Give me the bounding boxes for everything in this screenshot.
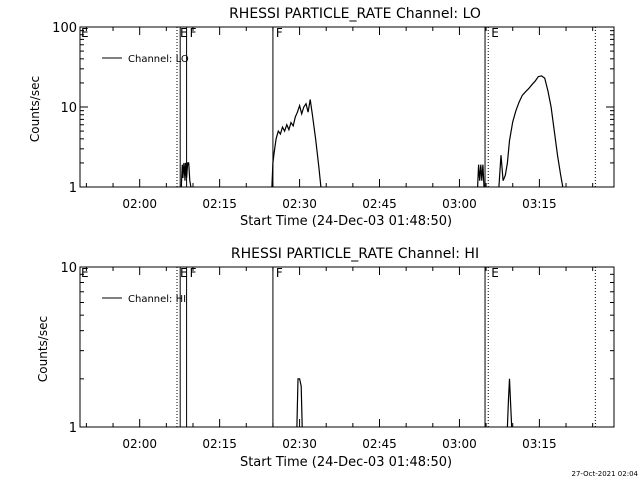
lo-channel-panel: RHESSI PARTICLE_RATE Channel: LO 02:00 02:… <box>28 6 615 229</box>
series-line <box>477 164 485 188</box>
x-tick-label: 02:45 <box>362 437 397 451</box>
series-line <box>180 162 192 188</box>
y-axis-label: Counts/sec <box>36 316 50 382</box>
marker-label: E <box>180 26 188 40</box>
x-tick-label: 02:15 <box>202 437 237 451</box>
x-tick-label: 03:00 <box>442 197 477 211</box>
marker-label: F <box>276 26 283 40</box>
series-line <box>271 99 322 188</box>
marker-label: F <box>276 266 283 280</box>
y-tick-label: 100 <box>52 21 77 36</box>
legend-label: Channel: LO <box>128 54 189 65</box>
series-line <box>506 378 513 428</box>
edge-marker-label: E <box>81 26 89 40</box>
x-tick-label: 02:00 <box>122 197 157 211</box>
chart-title: RHESSI PARTICLE_RATE Channel: HI <box>231 246 479 262</box>
marker-label: E <box>491 266 499 280</box>
y-tick-label: 10 <box>60 261 77 276</box>
chart-title: RHESSI PARTICLE_RATE Channel: LO <box>229 6 481 22</box>
marker-label: F <box>190 26 197 40</box>
x-tick-label: 03:15 <box>522 197 557 211</box>
marker-label: F <box>190 266 197 280</box>
legend-label: Channel: HI <box>128 294 186 305</box>
hi-channel-panel: RHESSI PARTICLE_RATE Channel: HI 02:00 02:… <box>36 246 615 470</box>
plot-frame <box>79 266 615 428</box>
x-tick-label: 02:30 <box>282 197 317 211</box>
series-line <box>296 378 303 428</box>
x-tick-label: 03:00 <box>442 437 477 451</box>
x-tick-label: 02:45 <box>362 197 397 211</box>
series-line <box>498 75 564 188</box>
footer-timestamp: 27-Oct-2021 02:04 <box>572 470 639 478</box>
y-tick-label: 10 <box>60 101 77 116</box>
marker-label: E <box>180 266 188 280</box>
x-tick-label: 02:15 <box>202 197 237 211</box>
marker-label: E <box>491 26 499 40</box>
x-axis-label: Start Time (24-Dec-03 01:48:50) <box>240 455 452 470</box>
x-tick-label: 02:00 <box>122 437 157 451</box>
y-tick-label: 1 <box>69 181 77 196</box>
edge-marker-label: E <box>81 266 89 280</box>
x-tick-label: 03:15 <box>522 437 557 451</box>
x-axis-label: Start Time (24-Dec-03 01:48:50) <box>240 214 452 229</box>
y-axis-label: Counts/sec <box>28 76 42 142</box>
y-tick-label: 1 <box>69 421 77 436</box>
plot-frame <box>79 26 615 188</box>
x-tick-label: 02:30 <box>282 437 317 451</box>
